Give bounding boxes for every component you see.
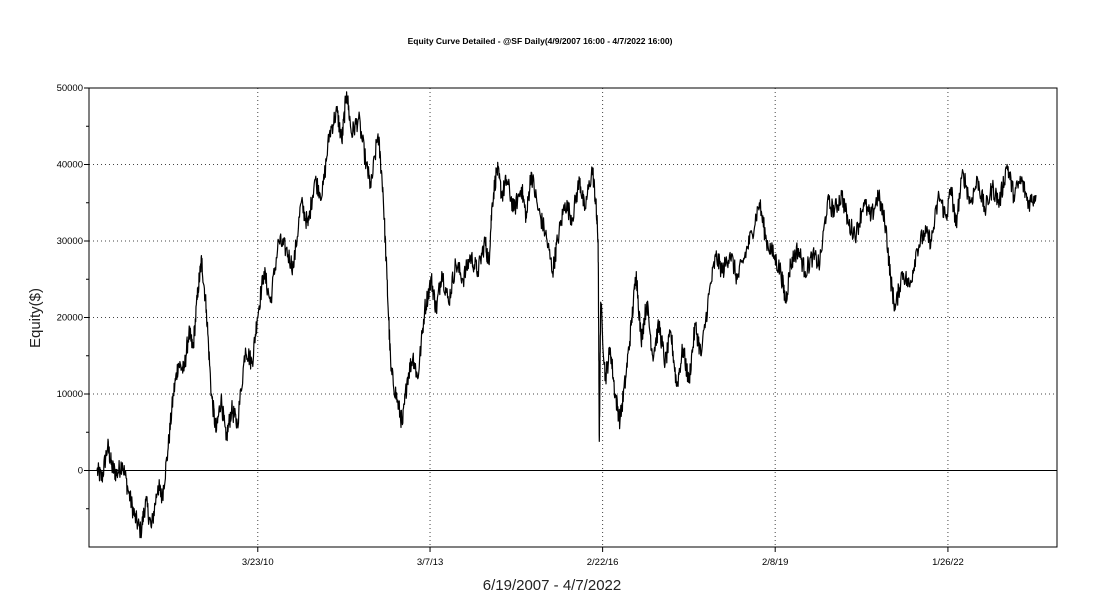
y-tick-label: 50000 <box>57 83 83 94</box>
x-tick-label: 3/23/10 <box>242 557 274 568</box>
plot-frame <box>88 87 1058 548</box>
x-tick-label: 2/8/19 <box>762 557 788 568</box>
x-tick-label: 2/22/16 <box>587 557 619 568</box>
y-tick-label: 20000 <box>57 313 83 324</box>
y-axis-ticks: 0 10000 20000 30000 40000 50000 <box>57 83 89 510</box>
y-axis-label: Equity($) <box>27 288 44 348</box>
y-tick-label: 10000 <box>57 389 83 400</box>
x-tick-label: 3/7/13 <box>417 557 443 568</box>
y-tick-label: 40000 <box>57 160 83 171</box>
y-tick-label: 0 <box>78 466 83 477</box>
x-axis-label: 6/19/2007 - 4/7/2022 <box>483 577 621 594</box>
y-tick-label: 30000 <box>57 236 83 247</box>
equity-series-line <box>96 91 1037 539</box>
grid-lines <box>89 88 1057 547</box>
chart-title: Equity Curve Detailed - @SF Daily(4/9/20… <box>408 36 673 46</box>
x-axis-ticks: 3/23/10 3/7/13 2/22/16 2/8/19 1/26/22 <box>242 547 964 568</box>
x-tick-label: 1/26/22 <box>932 557 964 568</box>
